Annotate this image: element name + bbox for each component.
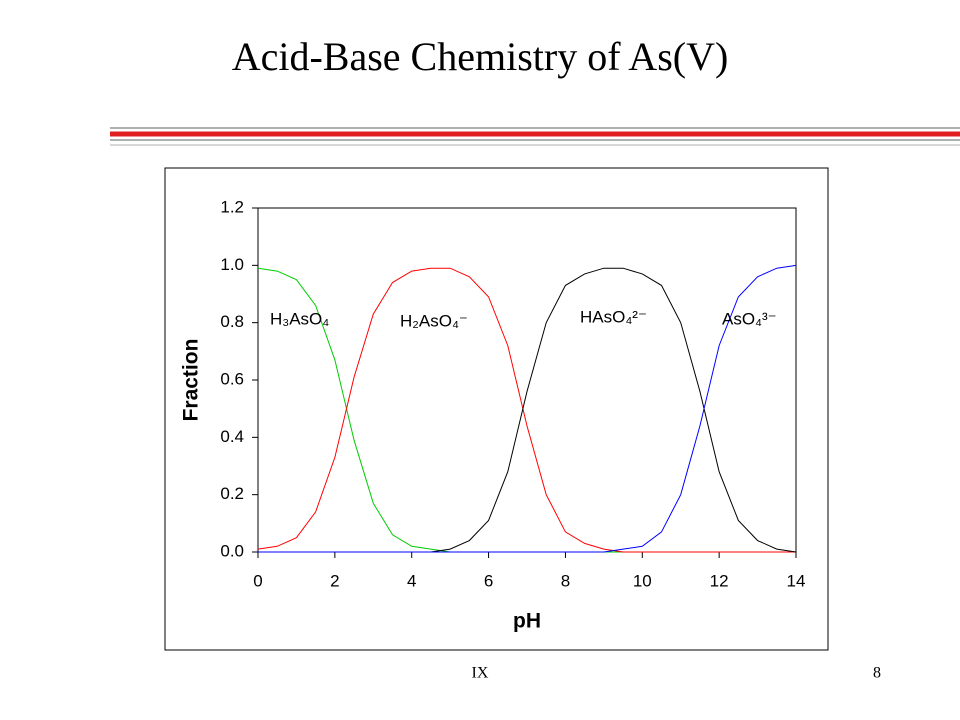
x-tick-label: 12 [710,571,729,590]
series-label: H₃AsO₄ [270,309,329,328]
x-tick-label: 10 [633,571,652,590]
series-line [258,264,797,553]
y-tick-label: 0.0 [220,541,244,560]
series-label: H₂AsO₄⁻ [400,311,468,330]
y-tick-label: 0.2 [220,484,244,503]
slide-title: Acid-Base Chemistry of As(V) [232,34,729,79]
chart-frame [164,167,829,651]
chart: pH Fraction 0.0 0.2 0.4 0.6 0.8 1.0 1.2 0 2 4 6 8 10… [164,167,829,651]
series-line [257,267,796,553]
y-tick-label: 1.2 [220,197,244,216]
x-axis-label: pH [513,610,541,633]
x-tick-label: 4 [407,571,416,590]
footer: IX [472,665,489,682]
y-tick-label: 0.8 [220,312,244,331]
series-label: HAsO₄²⁻ [580,307,647,326]
x-tick-label: 14 [787,571,806,590]
x-tick-label: 8 [561,571,570,590]
series-label: AsO₄³⁻ [722,309,777,328]
page-number: 8 [873,665,881,682]
x-tick-label: 2 [330,571,339,590]
y-tick-label: 0.4 [220,427,244,446]
x-tick-label: 6 [484,571,493,590]
y-tick-label: 0.6 [220,369,244,388]
y-axis-label: Fraction [180,339,203,422]
x-tick-label: 0 [253,571,262,590]
y-tick-label: 1.0 [220,255,244,274]
